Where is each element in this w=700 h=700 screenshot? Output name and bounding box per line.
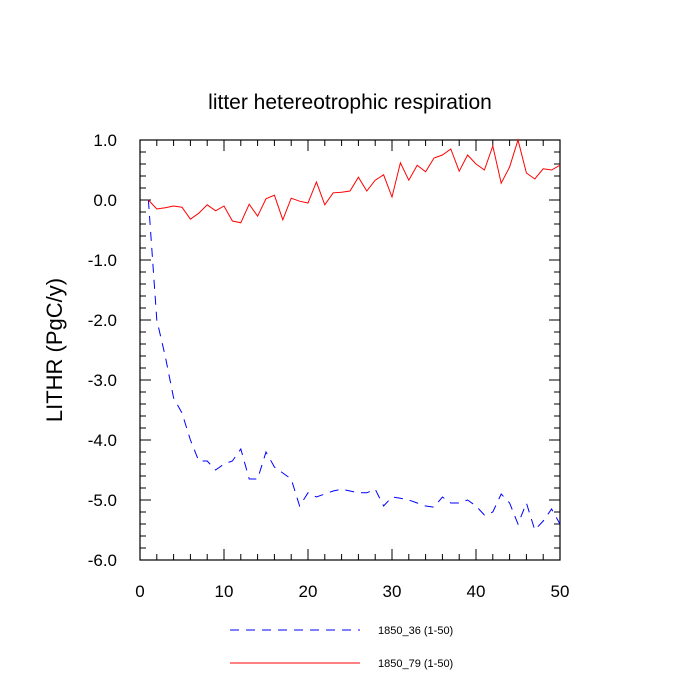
legend-label: 1850_36 (1-50) bbox=[378, 625, 453, 637]
plot-area: 0 10 20 30 40 50 -6.0 -5.0 -4.0 -3.0 -2.0 -1.0 0.0 1.… bbox=[88, 131, 570, 601]
y-tick-label: -6.0 bbox=[88, 551, 117, 570]
series-line bbox=[148, 138, 561, 224]
y-tick-label: -4.0 bbox=[88, 431, 117, 450]
chart-title: litter hetereotrophic respiration bbox=[208, 91, 492, 114]
y-tick-label: -1.0 bbox=[88, 251, 117, 270]
x-tick-label: 0 bbox=[135, 582, 144, 601]
y-axis-label: LITHR (PgC/y) bbox=[42, 278, 67, 422]
legend-label: 1850_79 (1-50) bbox=[378, 658, 453, 670]
y-tick-label: -3.0 bbox=[88, 371, 117, 390]
x-tick-label: 40 bbox=[467, 582, 486, 601]
series-line bbox=[147, 199, 561, 531]
plot-frame bbox=[139, 139, 561, 561]
y-tick-label: -5.0 bbox=[88, 491, 117, 510]
y-tick-label: -2.0 bbox=[88, 311, 117, 330]
x-tick-label: 10 bbox=[215, 582, 234, 601]
x-tick-label: 30 bbox=[383, 582, 402, 601]
y-tick-label: 0.0 bbox=[93, 191, 117, 210]
x-tick-label: 20 bbox=[299, 582, 318, 601]
x-tick-label: 50 bbox=[551, 582, 570, 601]
y-tick-label: 1.0 bbox=[93, 131, 117, 150]
legend: 1850_36 (1-50) 1850_79 (1-50) bbox=[230, 625, 453, 670]
